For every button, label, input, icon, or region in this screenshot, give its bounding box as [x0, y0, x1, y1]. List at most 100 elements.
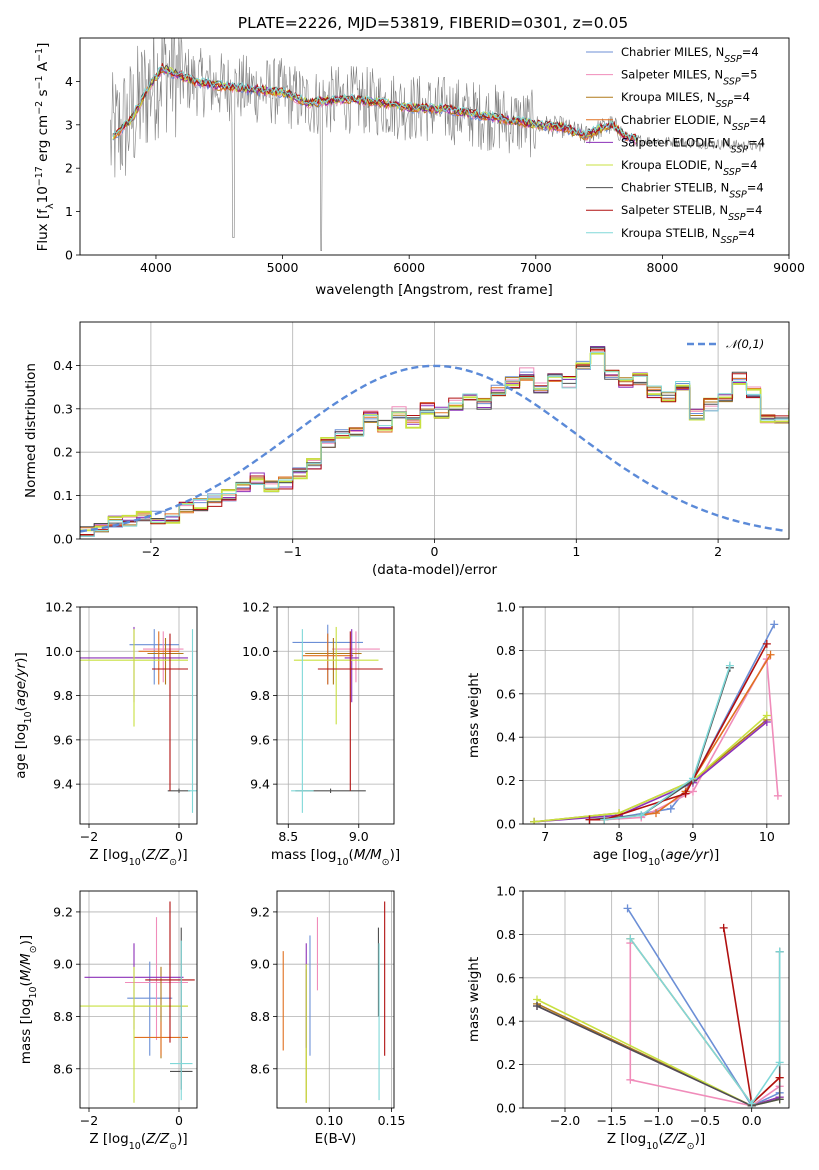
x-axis-label: age [log10(age/yr)]: [593, 847, 719, 868]
marker-kroupa-elodie: [530, 817, 539, 824]
marker-kroupa-stelib: [775, 947, 784, 956]
x-tick-label: −1.0: [643, 1113, 673, 1128]
spectrum-model-kroupa-stelib: [112, 66, 638, 141]
marker-salpeter-stelib: [681, 789, 690, 798]
x-tick-label: 9.0: [349, 829, 369, 844]
histogram-chabrier-miles: [80, 347, 789, 536]
panel-mass_vs_ebv: 0.10 0.15 8.6 8.8 9.0 9.2 E(B-V): [250, 890, 405, 1147]
y-axis-label: age [log10(age/yr)]: [13, 652, 34, 778]
spectrum-data-line: [110, 38, 764, 251]
series-line-salpeter-stelib: [589, 643, 768, 821]
x-tick-label: 1: [572, 544, 580, 559]
panel-spectrum: 4000 5000 6000 7000 8000 9000 0 1 2 3 4 wavelength …: [34, 37, 805, 298]
y-tick-label: 10.2: [242, 600, 270, 615]
series-line-chabrier-miles: [626, 907, 781, 1107]
age_vs_mass-plot-area: [291, 624, 383, 813]
series-line-kroupa-stelib: [604, 665, 731, 821]
y-tick-label: 9.0: [250, 957, 270, 972]
marker-kroupa-elodie: [615, 809, 624, 818]
legend-label-salpeter-elodie: Salpeter ELODIE, NSSP=4: [621, 135, 765, 155]
y-axis-label: Flux [fλ10−17 erg cm−2 s−1 A−1]: [34, 43, 56, 252]
legend-label-chabrier-miles: Chabrier MILES, NSSP=4: [621, 45, 759, 65]
x-tick-label: 8: [615, 829, 623, 844]
y-axis-label: mass [log10(M/M⊙)]: [18, 935, 39, 1064]
y-tick-label: 9.2: [250, 904, 270, 919]
y-tick-label: 9.8: [53, 688, 73, 703]
panel-age_vs_mass: 8.5 9.0 9.4 9.6 9.8 10.0 10.2 mass [log10(M/M⊙)…: [242, 600, 400, 868]
y-tick-label: 10.2: [45, 600, 73, 615]
histogram-salpeter-stelib: [80, 348, 789, 535]
y-axis-label: Normed distribution: [23, 363, 39, 498]
y-tick-label: 9.4: [53, 777, 73, 792]
weight_vs_Z-frame: [522, 890, 790, 1109]
y-tick-label: 9.0: [53, 957, 73, 972]
series-line-salpeter-miles: [604, 656, 779, 821]
legend-label-salpeter-stelib: Salpeter STELIB, NSSP=4: [621, 203, 762, 223]
y-tick-label: 0.3: [53, 401, 73, 416]
series-line-salpeter-miles: [629, 943, 781, 1107]
x-tick-label: 0: [431, 544, 439, 559]
marker-chabrier-elodie: [766, 650, 775, 659]
panel-age_vs_Z: −2 0 9.4 9.6 9.8 10.0 10.2 Z [log10(Z/Z⊙)] age […: [13, 600, 198, 868]
x-tick-label: 8.5: [278, 829, 298, 844]
y-tick-label: 1.0: [496, 600, 516, 615]
y-tick-label: 0.6: [496, 686, 516, 701]
spectrum-plot-area: [110, 38, 764, 251]
y-tick-label: 10.0: [242, 644, 270, 659]
histogram-chabrier-stelib: [80, 346, 789, 528]
spectrum-frame: [79, 37, 790, 256]
marker-chabrier-miles: [770, 620, 779, 629]
residuals-frame: [79, 321, 790, 540]
x-tick-label: 6000: [393, 260, 425, 275]
weight_vs_age-frame: [522, 606, 790, 825]
y-tick-label: 0.4: [53, 358, 73, 373]
y-tick-label: 8.6: [53, 1061, 73, 1076]
y-tick-label: 0.4: [496, 730, 516, 745]
x-tick-label: 7000: [520, 260, 552, 275]
y-tick-label: 8.8: [250, 1009, 270, 1024]
x-tick-label: −2.0: [550, 1113, 580, 1128]
y-tick-label: 0.4: [496, 1014, 516, 1029]
legend-label-kroupa-stelib: Kroupa STELIB, NSSP=4: [621, 226, 755, 246]
y-tick-label: 9.2: [53, 904, 73, 919]
legend-label-chabrier-elodie: Chabrier ELODIE, NSSP=4: [621, 113, 766, 133]
marker-kroupa-stelib: [775, 1058, 784, 1067]
residuals-plot-area: [80, 346, 789, 537]
weight_vs_Z-plot-area: [533, 904, 784, 1108]
x-tick-label: 5000: [267, 260, 299, 275]
x-tick-label: 0: [175, 829, 183, 844]
x-tick-label: −2: [80, 829, 98, 844]
histogram-kroupa-stelib: [80, 351, 789, 537]
y-tick-label: 0.6: [496, 970, 516, 985]
histogram-chabrier-elodie: [80, 349, 789, 529]
y-axis-label: mass weight: [466, 957, 482, 1042]
marker-chabrier-elodie: [652, 809, 660, 818]
y-tick-label: 0.0: [496, 817, 516, 832]
x-axis-label: mass [log10(M/M⊙)]: [271, 847, 400, 868]
x-tick-label: 2: [714, 544, 722, 559]
x-tick-label: 0: [175, 1113, 183, 1128]
normal-curve: [80, 364, 787, 533]
marker-kroupa-stelib: [637, 811, 646, 820]
y-tick-label: 1.0: [496, 884, 516, 899]
x-tick-label: 8000: [646, 260, 678, 275]
y-tick-label: 9.4: [250, 777, 270, 792]
marker-salpeter-stelib: [775, 1073, 784, 1082]
y-tick-label: 0.2: [496, 773, 516, 788]
histogram-salpeter-elodie: [80, 346, 789, 537]
marker-salpeter-miles: [688, 787, 697, 796]
panel-mass_vs_Z: −2 0 8.6 8.8 9.0 9.2 Z [log10(Z/Z⊙)] mass [log1…: [18, 890, 198, 1152]
marker-chabrier-miles: [623, 904, 632, 913]
series-line-chabrier-miles: [604, 624, 775, 821]
y-tick-label: 0.0: [53, 532, 73, 547]
marker-salpeter-stelib: [719, 923, 728, 932]
histogram-kroupa-miles: [80, 349, 789, 536]
mass_vs_Z-plot-area: [80, 901, 195, 1103]
mass_vs_Z-frame: [79, 890, 198, 1109]
x-tick-label: 0.0: [742, 1113, 762, 1128]
x-tick-label: −2: [142, 544, 160, 559]
x-tick-label: −0.5: [690, 1113, 720, 1128]
series-line-salpeter-elodie: [534, 721, 768, 823]
x-tick-label: 7: [541, 829, 549, 844]
y-axis-label: mass weight: [466, 673, 482, 758]
